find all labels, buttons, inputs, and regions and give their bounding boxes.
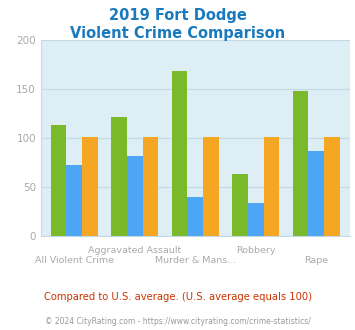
Bar <box>308 150 324 236</box>
Bar <box>203 137 219 236</box>
Bar <box>82 137 98 236</box>
Text: Compared to U.S. average. (U.S. average equals 100): Compared to U.S. average. (U.S. average … <box>44 292 311 302</box>
Bar <box>293 91 308 236</box>
Bar <box>324 137 340 236</box>
Text: 2019 Fort Dodge: 2019 Fort Dodge <box>109 8 246 23</box>
Bar <box>232 174 248 236</box>
Bar <box>127 156 143 236</box>
Bar <box>187 197 203 236</box>
Bar <box>248 203 264 236</box>
Bar <box>50 125 66 236</box>
Bar <box>111 117 127 236</box>
Text: All Violent Crime: All Violent Crime <box>35 256 114 265</box>
Bar <box>66 165 82 236</box>
Text: Rape: Rape <box>304 256 328 265</box>
Bar <box>264 137 279 236</box>
Legend: Fort Dodge, Iowa, National: Fort Dodge, Iowa, National <box>66 329 325 330</box>
Text: Murder & Mans...: Murder & Mans... <box>155 256 236 265</box>
Bar <box>171 71 187 236</box>
Text: Aggravated Assault: Aggravated Assault <box>88 246 181 255</box>
Text: Robbery: Robbery <box>236 246 275 255</box>
Bar <box>143 137 158 236</box>
Text: Violent Crime Comparison: Violent Crime Comparison <box>70 26 285 41</box>
Text: © 2024 CityRating.com - https://www.cityrating.com/crime-statistics/: © 2024 CityRating.com - https://www.city… <box>45 317 310 326</box>
